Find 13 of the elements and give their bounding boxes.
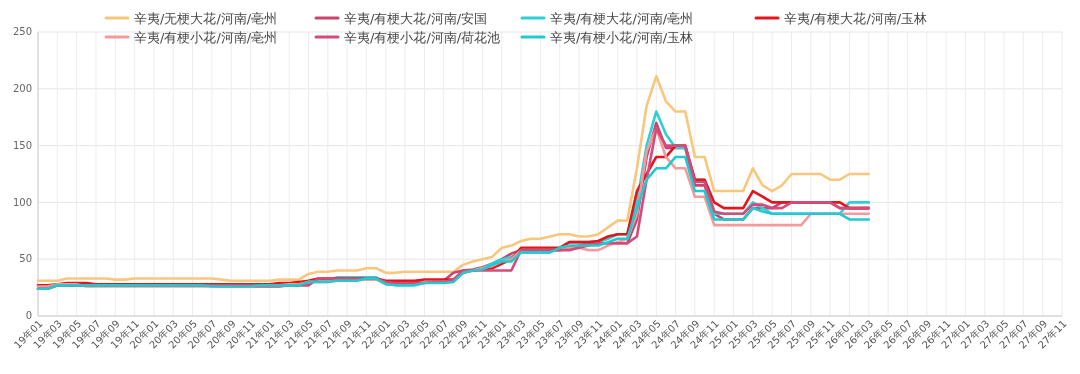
legend-label: 辛夷/有梗小花/河南/荷花池 bbox=[344, 29, 501, 45]
y-tick-label: 100 bbox=[12, 196, 32, 208]
legend-label: 辛夷/有梗大花/河南/玉林 bbox=[784, 10, 928, 26]
y-tick-label: 250 bbox=[12, 26, 32, 38]
legend-label: 辛夷/有梗小花/河南/亳州 bbox=[134, 29, 278, 45]
legend-label: 辛夷/有梗大花/河南/亳州 bbox=[550, 10, 694, 26]
legend-label: 辛夷/有梗大花/河南/安国 bbox=[344, 10, 488, 26]
y-tick-label: 0 bbox=[25, 310, 32, 322]
y-tick-label: 150 bbox=[12, 139, 32, 151]
legend-label: 辛夷/有梗小花/河南/玉林 bbox=[550, 29, 694, 45]
y-tick-label: 50 bbox=[19, 253, 32, 265]
legend-label: 辛夷/无梗大花/河南/亳州 bbox=[134, 10, 278, 26]
y-tick-label: 200 bbox=[12, 83, 32, 94]
